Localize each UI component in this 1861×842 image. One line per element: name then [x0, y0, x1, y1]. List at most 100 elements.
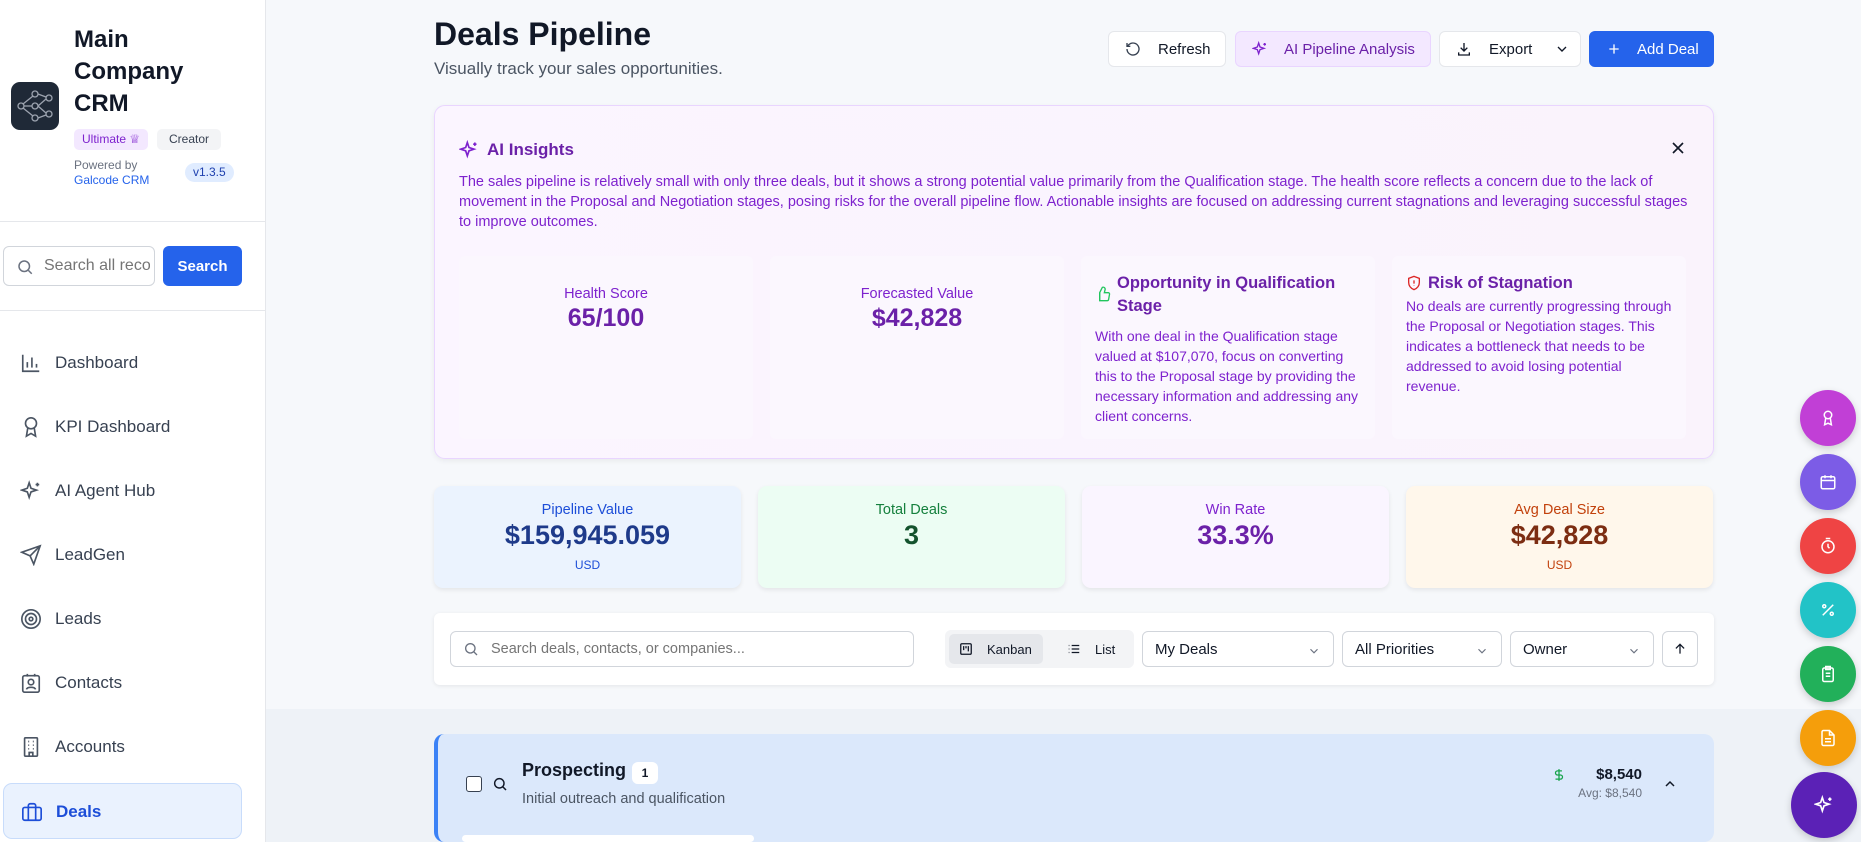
version-badge: v1.3.5: [185, 163, 234, 182]
refresh-label: Refresh: [1158, 41, 1211, 58]
search-icon[interactable]: [492, 776, 508, 792]
fab-percent-button[interactable]: [1800, 582, 1856, 638]
ai-insights-panel: AI Insights The sales pipeline is relati…: [434, 105, 1714, 459]
brand: Main Company CRM Ultimate ♕ Creator Powe…: [10, 24, 260, 187]
win-rate-card: Win Rate 33.3%: [1082, 486, 1389, 588]
list-label: List: [1095, 642, 1116, 657]
opportunity-title: Opportunity in Qualification Stage: [1117, 274, 1336, 315]
sidebar: Main Company CRM Ultimate ♕ Creator Powe…: [0, 0, 266, 842]
fab-calendar-button[interactable]: [1800, 454, 1856, 510]
win-rate-label: Win Rate: [1205, 502, 1266, 518]
stage-average-amount: Avg: $8,540: [1578, 786, 1642, 800]
win-rate-value: 33.3%: [1197, 520, 1274, 550]
deal-search-input[interactable]: [491, 639, 901, 659]
total-deals-value: 3: [903, 520, 920, 550]
opportunity-body: With one deal in the Qualification stage…: [1095, 328, 1359, 424]
sidebar-item-label: Dashboard: [55, 353, 139, 372]
app-logo: [11, 82, 59, 130]
chevron-up-icon[interactable]: [1662, 776, 1678, 792]
sidebar-item-contacts[interactable]: Contacts: [3, 655, 242, 711]
page-subtitle: Visually track your sales opportunities.: [434, 59, 723, 78]
role-badge: Creator: [157, 129, 222, 150]
kanban-icon: [959, 642, 973, 656]
owner-select[interactable]: Owner: [1510, 631, 1654, 667]
target-icon: [20, 608, 42, 630]
priority-select[interactable]: All Priorities: [1342, 631, 1502, 667]
deal-search-field[interactable]: [450, 631, 914, 667]
fab-timer-button[interactable]: [1800, 518, 1856, 574]
fab-ai-assistant-button[interactable]: [1791, 772, 1857, 838]
sidebar-item-dashboard[interactable]: Dashboard: [3, 335, 242, 391]
fab-document-button[interactable]: [1800, 710, 1856, 766]
risk-body: No deals are currently progressing throu…: [1406, 298, 1672, 394]
page-title: Deals Pipeline: [434, 16, 651, 52]
sidebar-item-label: Contacts: [55, 673, 123, 692]
close-icon[interactable]: [1668, 138, 1688, 158]
global-search-input[interactable]: [44, 255, 150, 277]
award-icon: [1823, 410, 1833, 427]
send-icon: [20, 544, 42, 566]
pipeline-value-label: Pipeline Value: [541, 502, 634, 518]
owner-value: Owner: [1523, 641, 1568, 658]
ai-insights-summary: The sales pipeline is relatively small w…: [459, 174, 1688, 230]
ai-insights-title: AI Insights: [487, 140, 574, 159]
sparkles-icon: [1252, 41, 1268, 57]
chevron-down-icon: [1307, 644, 1321, 658]
view-toggle: Kanban List: [945, 630, 1134, 668]
powered-by-link[interactable]: Galcode CRM: [74, 173, 150, 187]
chevron-down-icon: [1554, 41, 1570, 57]
kanban-view-button[interactable]: Kanban: [949, 634, 1043, 664]
sidebar-item-leads[interactable]: Leads: [3, 591, 242, 647]
stage-column-prospecting: Prospecting 1 Initial outreach and quali…: [434, 734, 1714, 842]
list-view-button[interactable]: List: [1057, 634, 1129, 664]
forecasted-value-value: $42,828: [871, 304, 963, 332]
deal-scope-select[interactable]: My Deals: [1142, 631, 1334, 667]
pipeline-value-card: Pipeline Value $159,945.059 USD: [434, 486, 741, 588]
ai-pipeline-analysis-button[interactable]: AI Pipeline Analysis: [1235, 31, 1431, 67]
sidebar-divider: [0, 221, 266, 222]
ai-pipeline-analysis-label: AI Pipeline Analysis: [1284, 41, 1415, 58]
sparkles-icon: [459, 140, 479, 160]
forecasted-value-label: Forecasted Value: [860, 286, 974, 302]
risk-card: Risk of Stagnation No deals are currentl…: [1392, 256, 1686, 439]
opportunity-card: Opportunity in Qualification Stage With …: [1081, 256, 1375, 439]
document-icon: [1821, 729, 1835, 747]
export-button[interactable]: Export: [1439, 31, 1581, 67]
sidebar-item-accounts[interactable]: Accounts: [3, 719, 242, 775]
sidebar-item-ai-agent-hub[interactable]: AI Agent Hub: [3, 463, 242, 519]
contact-icon: [20, 672, 42, 694]
sidebar-item-label: LeadGen: [55, 545, 125, 564]
search-icon: [16, 258, 34, 276]
download-icon: [1456, 41, 1472, 57]
plus-icon: [1606, 41, 1622, 57]
sidebar-item-kpi-dashboard[interactable]: KPI Dashboard: [3, 399, 242, 455]
global-search-button[interactable]: Search: [163, 246, 242, 286]
global-search-field[interactable]: [3, 246, 155, 286]
priority-value: All Priorities: [1355, 641, 1435, 658]
search-icon: [463, 641, 479, 657]
deal-card[interactable]: [462, 835, 754, 842]
sidebar-item-deals[interactable]: Deals: [3, 783, 242, 839]
sidebar-item-label: Leads: [55, 609, 102, 628]
sort-direction-button[interactable]: [1662, 631, 1698, 667]
network-logo-icon: [17, 90, 53, 122]
avg-deal-size-label: Avg Deal Size: [1514, 502, 1605, 518]
stage-deal-count: 1: [632, 762, 658, 784]
fab-clipboard-button[interactable]: [1800, 646, 1856, 702]
briefcase-icon: [21, 801, 43, 823]
sidebar-item-leadgen[interactable]: LeadGen: [3, 527, 242, 583]
stage-select-checkbox[interactable]: [466, 776, 482, 792]
fab-award-button[interactable]: [1800, 390, 1856, 446]
dollar-icon: [1552, 767, 1566, 783]
refresh-button[interactable]: Refresh: [1108, 31, 1226, 67]
calendar-icon: [1820, 475, 1836, 490]
total-deals-card: Total Deals 3: [758, 486, 1065, 588]
award-icon: [20, 416, 42, 438]
total-deals-label: Total Deals: [875, 502, 948, 518]
brand-title: Main Company CRM: [74, 26, 184, 117]
health-score-label: Health Score: [564, 286, 648, 302]
add-deal-button[interactable]: Add Deal: [1589, 31, 1714, 67]
sidebar-divider: [0, 310, 266, 311]
pipeline-value-value: $159,945.059: [504, 520, 671, 550]
chevron-down-icon: [1627, 644, 1641, 658]
